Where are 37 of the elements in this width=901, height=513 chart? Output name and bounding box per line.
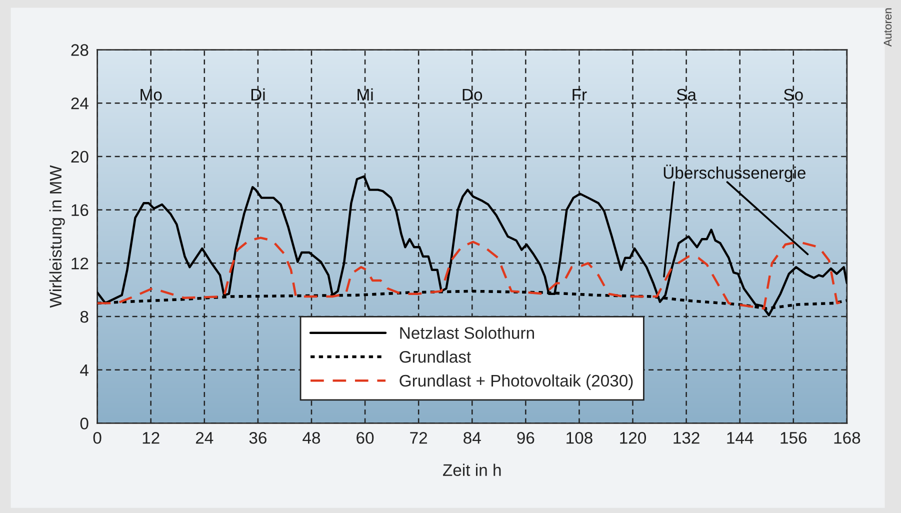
- annotation: Sa: [676, 88, 696, 101]
- x-tick-label: 24: [196, 432, 214, 444]
- x-tick-label: 168: [834, 432, 860, 444]
- x-axis-title: Zeit in h: [443, 464, 501, 476]
- text: Autoren: [884, 8, 892, 47]
- annotation: Überschussenergie: [664, 164, 806, 182]
- y-tick-label: 4: [80, 364, 88, 376]
- x-tick-label: 144: [727, 432, 754, 444]
- x-tick-label: 12: [142, 432, 160, 444]
- annotation: Do: [462, 88, 482, 101]
- y-tick-label: 24: [71, 98, 88, 110]
- legend-label: Grundlast + Photovoltaik (2030): [400, 374, 633, 390]
- legend-label: Grundlast: [400, 350, 472, 363]
- x-tick-label: 156: [780, 432, 807, 444]
- y-tick-label: 12: [72, 258, 88, 270]
- y-tick-label: 28: [71, 44, 88, 56]
- y-tick-label: 0: [80, 418, 88, 430]
- x-tick-label: 0: [93, 432, 102, 444]
- annotation: Mi: [358, 88, 373, 100]
- x-tick-label: 48: [302, 432, 320, 444]
- x-tick-label: 36: [249, 432, 266, 444]
- y-axis-title: Wirkleistung in MW: [49, 165, 65, 308]
- annotation: Mo: [140, 88, 162, 101]
- y-tick-label: 20: [71, 150, 88, 163]
- annotation: Di: [251, 88, 265, 100]
- x-tick-label: 120: [620, 432, 646, 444]
- x-tick-label: 72: [410, 432, 428, 444]
- x-tick-label: 96: [517, 432, 534, 444]
- x-tick-label: 60: [356, 432, 374, 444]
- y-tick-label: 16: [72, 204, 88, 216]
- x-tick-label: 84: [464, 432, 481, 444]
- y-tick-label: 8: [80, 310, 88, 323]
- legend-label: Netzlast Solothurn: [400, 326, 534, 339]
- annotation: Fr: [572, 88, 587, 100]
- x-tick-label: 132: [674, 432, 700, 444]
- annotation: So: [784, 88, 803, 101]
- x-tick-label: 108: [566, 432, 592, 444]
